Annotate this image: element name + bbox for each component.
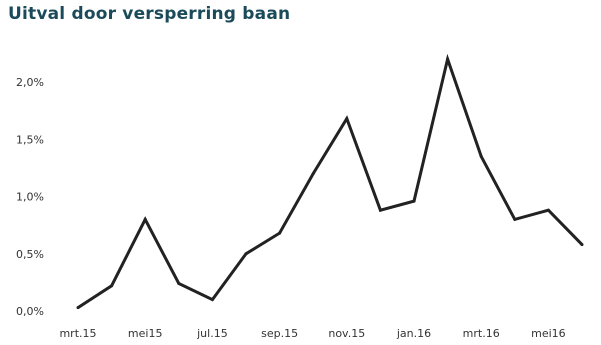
y-tick-label: 0,5%	[16, 248, 44, 261]
y-axis: 0,0% 0,5% 1,0% 1,5% 2,0%	[16, 76, 44, 318]
data-point	[177, 282, 181, 286]
y-tick-label: 1,0%	[16, 191, 44, 204]
data-point	[513, 217, 517, 221]
x-tick-label: mei15	[128, 327, 163, 340]
data-point	[479, 154, 483, 158]
series-line	[77, 53, 584, 309]
data-point	[345, 117, 349, 121]
chart-title: Uitval door versperring baan	[8, 4, 291, 24]
x-tick-label: sep.15	[261, 327, 298, 340]
y-tick-label: 2,0%	[16, 76, 44, 89]
data-point	[143, 217, 147, 221]
x-tick-label: mrt.16	[463, 327, 500, 340]
x-tick-label: nov.15	[328, 327, 365, 340]
series-group	[76, 53, 584, 310]
data-point	[412, 199, 416, 203]
data-point	[278, 231, 282, 235]
x-tick-label: jan.16	[396, 327, 431, 340]
x-tick-label: mei16	[531, 327, 566, 340]
data-point	[378, 208, 382, 212]
x-tick-label: mrt.15	[59, 327, 96, 340]
data-point	[110, 284, 114, 288]
data-point	[446, 57, 450, 61]
x-tick-label: jul.15	[196, 327, 228, 340]
data-point	[210, 298, 214, 302]
y-tick-label: 0,0%	[16, 305, 44, 318]
data-point	[546, 208, 550, 212]
x-axis: mrt.15 mei15 jul.15 sep.15 nov.15 jan.16 mrt.1…	[59, 327, 565, 340]
data-point	[311, 172, 315, 176]
data-point	[244, 252, 248, 256]
y-tick-label: 1,5%	[16, 133, 44, 146]
data-point	[580, 243, 584, 247]
data-point	[76, 306, 80, 310]
